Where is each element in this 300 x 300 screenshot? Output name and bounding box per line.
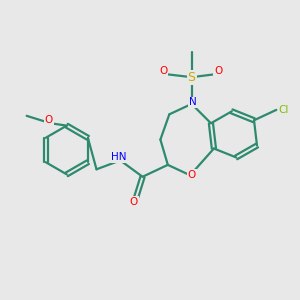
Text: S: S <box>188 71 196 84</box>
Text: O: O <box>214 66 223 76</box>
Text: O: O <box>45 115 53 125</box>
Text: HN: HN <box>111 152 127 162</box>
Text: O: O <box>130 197 138 207</box>
Text: O: O <box>159 66 167 76</box>
Text: O: O <box>188 170 196 180</box>
Text: N: N <box>189 98 197 107</box>
Text: Cl: Cl <box>279 105 289 115</box>
